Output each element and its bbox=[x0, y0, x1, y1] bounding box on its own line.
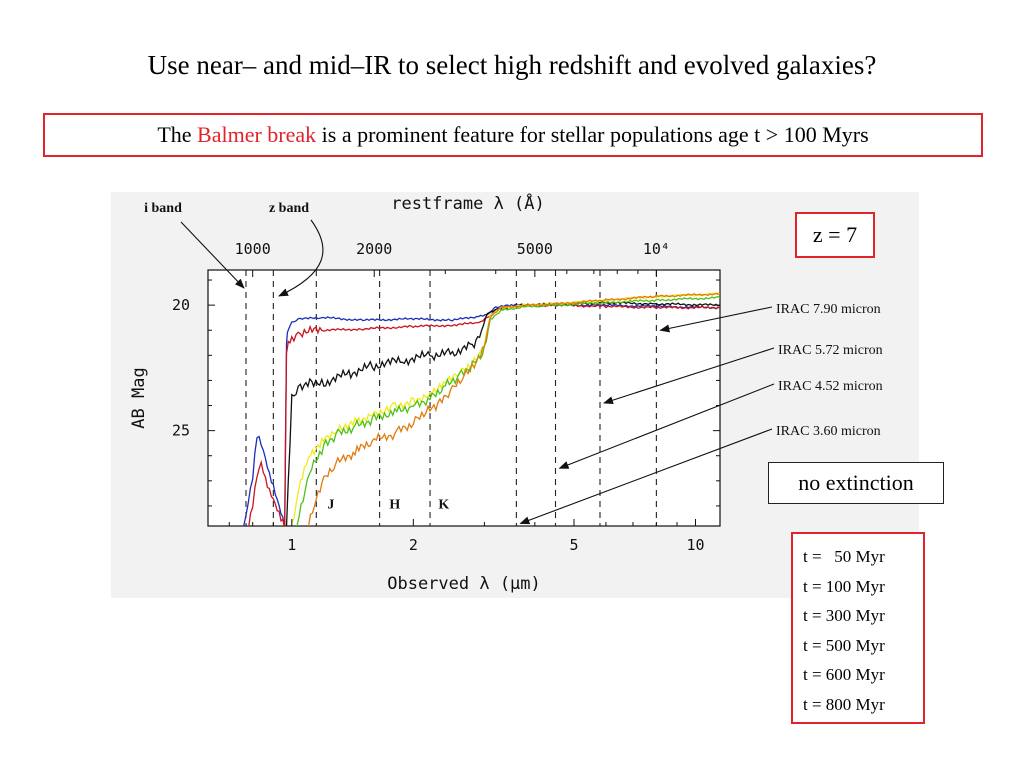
top-tick-label: 10⁴ bbox=[643, 240, 670, 258]
series-line bbox=[307, 292, 720, 526]
y-axis-title: AB Mag bbox=[129, 367, 149, 428]
y-tick-label: 20 bbox=[172, 296, 190, 314]
slide-title: Use near– and mid–IR to select high reds… bbox=[147, 50, 877, 80]
x-axis-title: Observed λ (μm) bbox=[387, 574, 541, 594]
top-axis-title: restframe λ (Å) bbox=[391, 192, 545, 214]
top-tick-label: 5000 bbox=[517, 240, 553, 258]
x-tick-label: 1 bbox=[287, 536, 296, 554]
y-tick-label: 25 bbox=[172, 422, 190, 440]
balmer-highlight: Balmer break bbox=[197, 122, 317, 147]
z-band-label: z band bbox=[269, 201, 309, 216]
age-legend-item: t = 600 Myr bbox=[803, 665, 885, 685]
age-legend-item: t = 500 Myr bbox=[803, 635, 885, 655]
balmer-prefix: The bbox=[157, 122, 198, 147]
balmer-suffix: is a prominent feature for stellar popul… bbox=[316, 122, 869, 147]
age-legend-item: t = 100 Myr bbox=[803, 576, 885, 596]
x-tick-label: 5 bbox=[569, 536, 578, 554]
series-line bbox=[285, 301, 720, 526]
age-legend-item: t = 800 Myr bbox=[803, 694, 885, 714]
i-band-arrow bbox=[180, 221, 245, 289]
z-band-arrow bbox=[278, 219, 324, 297]
band-letter: H bbox=[389, 497, 400, 512]
series-line bbox=[296, 296, 720, 526]
balmer-callout: The Balmer break is a prominent feature … bbox=[43, 113, 983, 157]
series-line bbox=[248, 303, 720, 526]
age-legend-item: t = 300 Myr bbox=[803, 606, 885, 626]
x-tick-label: 2 bbox=[409, 536, 418, 554]
age-legend-box: t = 50 Myr t = 100 Myr t = 300 Myr t = 5… bbox=[791, 532, 925, 724]
band-letter: J bbox=[327, 497, 334, 512]
top-tick-label: 2000 bbox=[356, 240, 392, 258]
x-tick-label: 10 bbox=[686, 536, 704, 554]
extinction-label: no extinction bbox=[798, 470, 914, 495]
series-line bbox=[243, 303, 720, 526]
i-band-label: i band bbox=[144, 201, 182, 216]
redshift-label-box: z = 7 bbox=[795, 212, 875, 258]
age-legend-item: t = 50 Myr bbox=[803, 547, 885, 566]
band-letter: K bbox=[438, 497, 449, 512]
top-tick-label: 1000 bbox=[235, 240, 271, 258]
series-group bbox=[243, 292, 720, 526]
extinction-label-box: no extinction bbox=[768, 462, 944, 504]
redshift-label: z = 7 bbox=[812, 222, 858, 247]
